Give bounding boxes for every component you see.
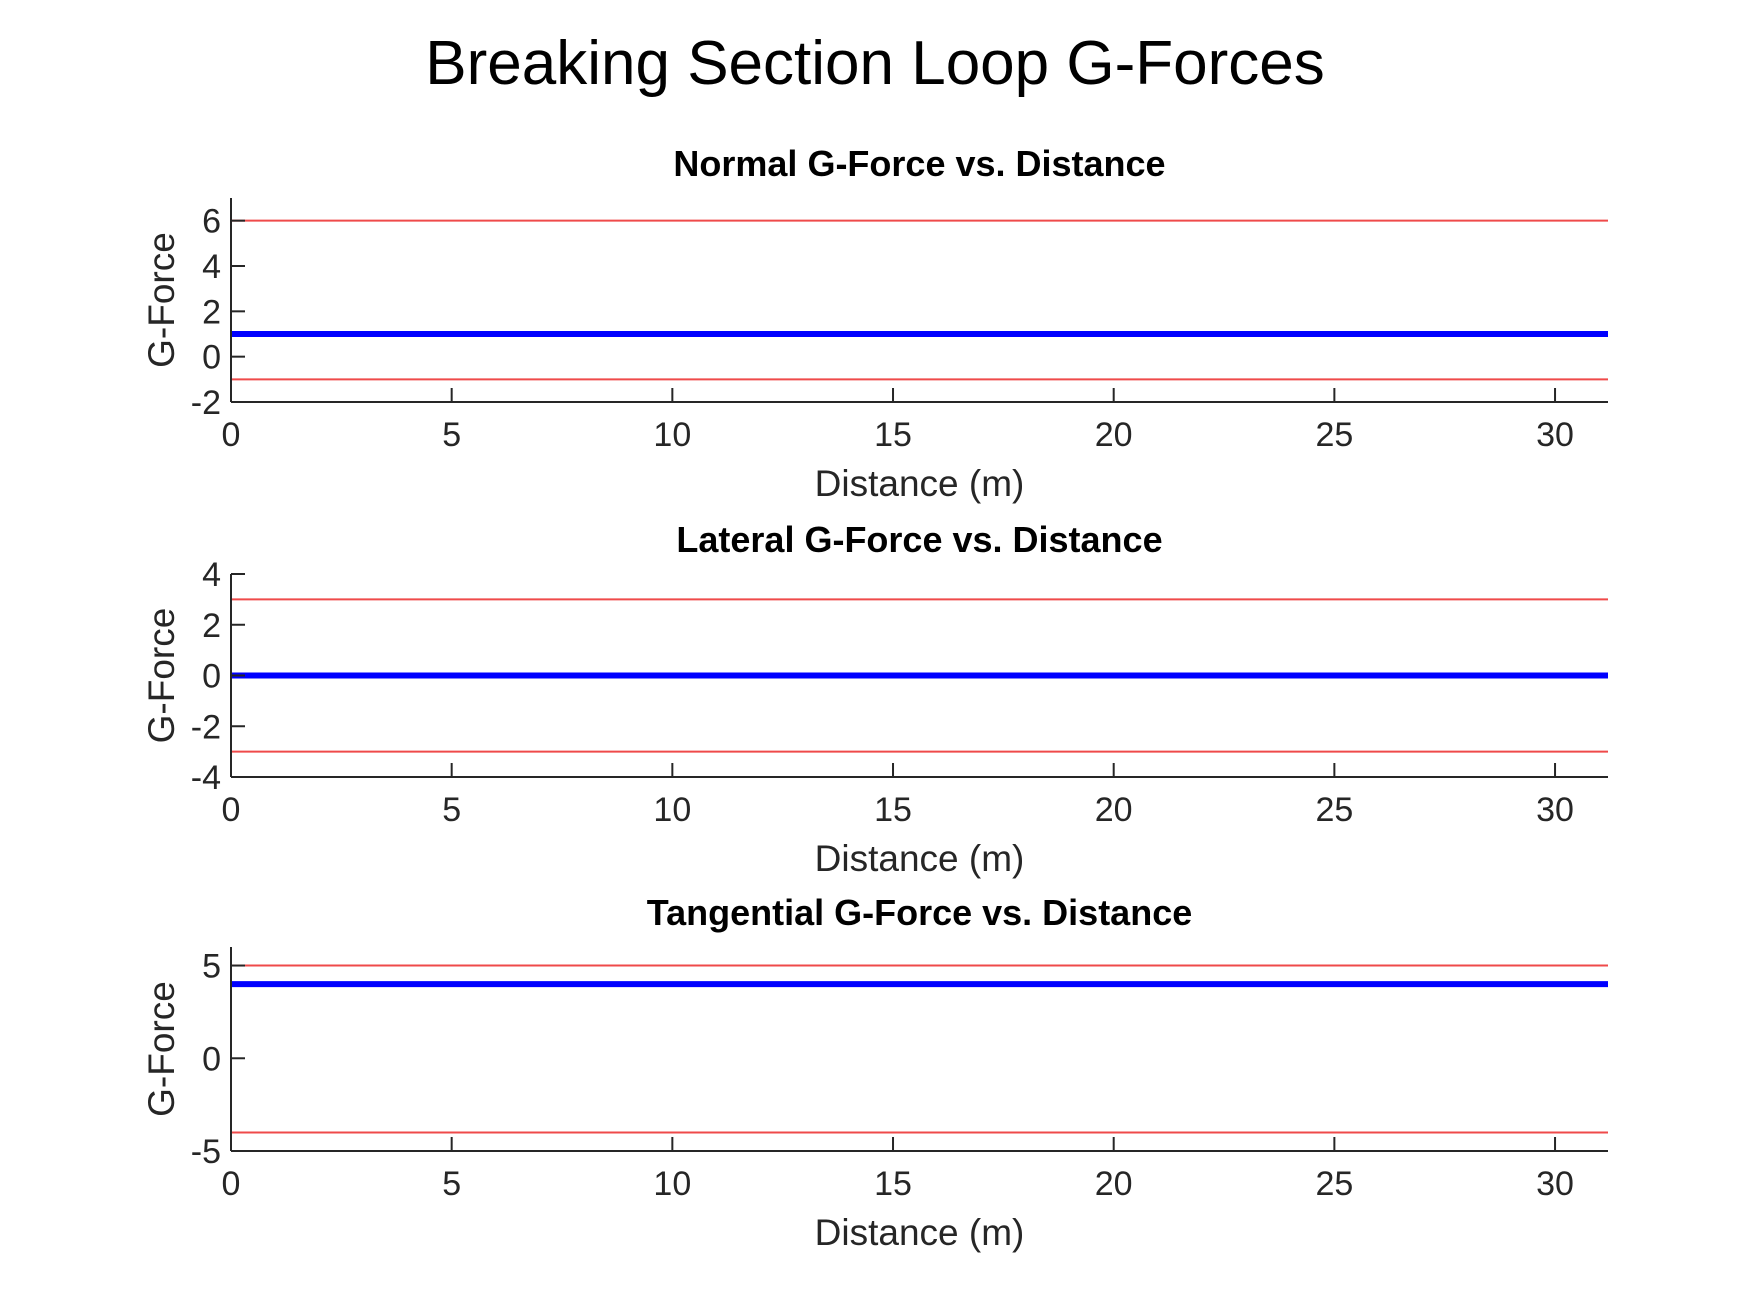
lateral-y-tick-label: 0 [202,658,221,696]
normal-x-axis-label: Distance (m) [815,463,1025,504]
normal-x-tick-label: 20 [1095,416,1133,454]
normal-y-axis-label: G-Force [141,232,182,368]
tangential-y-tick-label: 0 [202,1040,221,1078]
lateral-y-tick-label: 2 [202,607,221,645]
lateral-x-axis-label: Distance (m) [815,838,1025,879]
tangential-axes: Tangential G-Force vs. Distance 0 5 10 15 20 2… [141,892,1608,1253]
normal-x-tick-label: 10 [653,416,691,454]
tangential-x-axis-label: Distance (m) [815,1212,1025,1253]
tangential-x-tick-label: 5 [442,1165,461,1203]
tangential-x-tick-label: 25 [1315,1165,1353,1203]
lateral-y-tick-label: -4 [191,759,221,797]
tangential-y-tick-label: -5 [191,1133,221,1171]
tangential-x-tick-label: 30 [1536,1165,1574,1203]
normal-y-tick-label: 0 [202,339,221,377]
normal-x-tick-label: 30 [1536,416,1574,454]
lateral-y-tick-label: -2 [191,708,221,746]
tangential-x-tick-label: 10 [653,1165,691,1203]
normal-x-tick-label: 0 [222,416,241,454]
lateral-title: Lateral G-Force vs. Distance [676,519,1162,560]
normal-y-tick-label: 2 [202,293,221,331]
tangential-y-tick-label: 5 [202,948,221,986]
lateral-x-tick-label: 10 [653,791,691,829]
normal-y-tick-label: 6 [202,203,221,241]
tangential-x-tick-label: 20 [1095,1165,1133,1203]
normal-x-tick-label: 5 [442,416,461,454]
normal-title: Normal G-Force vs. Distance [673,143,1165,184]
lateral-x-tick-label: 25 [1315,791,1353,829]
normal-y-tick-label: -2 [191,384,221,422]
lateral-y-tick-label: 4 [202,556,221,594]
lateral-y-axis-label: G-Force [141,608,182,744]
tangential-x-tick-label: 0 [222,1165,241,1203]
normal-x-tick-label: 15 [874,416,912,454]
lateral-x-tick-label: 5 [442,791,461,829]
tangential-y-axis-label: G-Force [141,981,182,1117]
lateral-x-tick-label: 20 [1095,791,1133,829]
tangential-title: Tangential G-Force vs. Distance [647,892,1192,933]
tangential-x-tick-label: 15 [874,1165,912,1203]
lateral-x-tick-label: 0 [222,791,241,829]
lateral-x-tick-label: 30 [1536,791,1574,829]
lateral-x-tick-label: 15 [874,791,912,829]
normal-y-tick-label: 4 [202,248,221,286]
normal-x-tick-label: 25 [1315,416,1353,454]
figure-title: Breaking Section Loop G-Forces [425,29,1325,98]
